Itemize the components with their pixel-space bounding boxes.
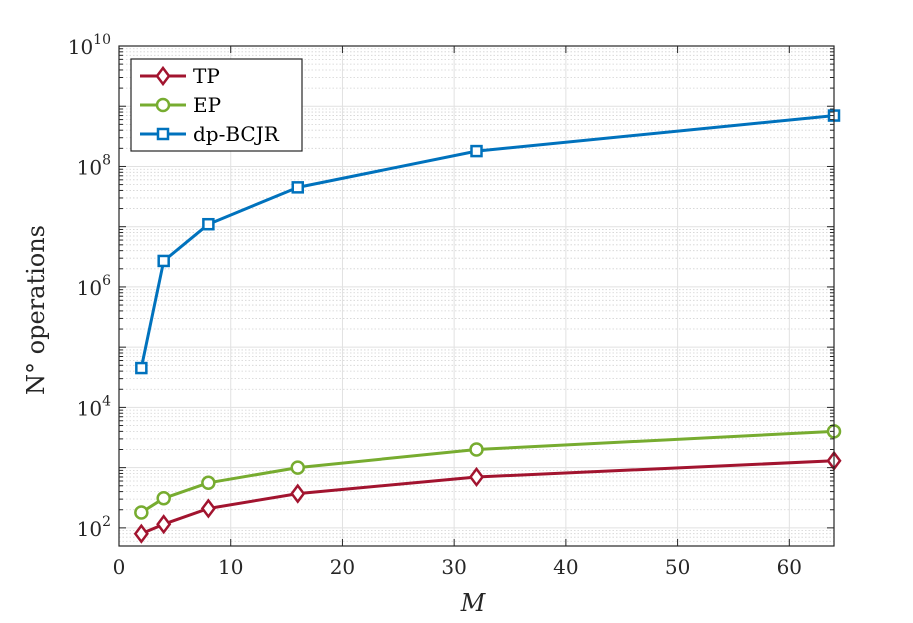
x-tick-label: 10 — [218, 555, 243, 579]
data-point-dp-bcjr — [291, 181, 304, 194]
data-point-dp-bcjr — [470, 144, 483, 158]
legend-marker-tp — [155, 65, 171, 87]
y-tick-label: 106 — [77, 273, 111, 300]
x-tick-label: 40 — [553, 555, 578, 579]
tick-labels: 0 10 20 30 40 50 60 102 104 106 108 1010 — [68, 32, 802, 579]
x-tick-label: 30 — [441, 555, 466, 579]
series-line-ep — [140, 429, 835, 514]
legend-label-tp: TP — [193, 64, 220, 88]
legend: TP EP dp-BCJR — [130, 58, 303, 152]
y-tick-label: 104 — [77, 393, 111, 420]
data-point-tp — [200, 498, 216, 519]
data-point-ep — [156, 491, 171, 506]
series-layer — [133, 109, 842, 544]
data-point-dp-bcjr — [135, 361, 148, 375]
legend-label-ep: EP — [193, 93, 221, 117]
x-axis-label: M — [460, 589, 487, 617]
legend-marker-dp-bcjr — [156, 127, 170, 141]
series-tp — [133, 450, 842, 544]
series-line-tp — [140, 459, 835, 536]
plot-frame — [118, 45, 835, 547]
data-point-ep — [201, 475, 216, 491]
legend-entry-dp-bcjr: dp-BCJR — [140, 122, 280, 146]
legend-entry-ep: EP — [140, 93, 221, 117]
data-point-dp-bcjr — [157, 254, 170, 268]
series-line-dp-bcjr — [139, 114, 835, 369]
y-tick-label: 1010 — [68, 32, 111, 59]
data-point-ep — [290, 460, 305, 475]
legend-label-dp-bcjr: dp-BCJR — [193, 122, 280, 146]
y-tick-label: 108 — [77, 152, 111, 179]
x-tick-label: 50 — [665, 555, 690, 579]
data-point-dp-bcjr — [202, 217, 215, 231]
data-point-tp — [133, 523, 149, 544]
data-point-ep — [134, 505, 149, 520]
legend-entry-tp: TP — [140, 64, 220, 88]
data-point-ep — [469, 442, 484, 457]
y-axis-label: N° operations — [22, 225, 50, 395]
data-point-tp — [468, 466, 485, 488]
x-tick-label: 60 — [777, 555, 802, 579]
data-point-tp — [156, 514, 172, 535]
x-tick-label: 20 — [330, 555, 355, 579]
series-ep — [134, 424, 842, 520]
x-tick-label: 0 — [113, 555, 126, 579]
legend-marker-ep — [155, 97, 171, 113]
y-tick-label: 102 — [77, 514, 111, 541]
data-point-tp — [290, 483, 306, 504]
